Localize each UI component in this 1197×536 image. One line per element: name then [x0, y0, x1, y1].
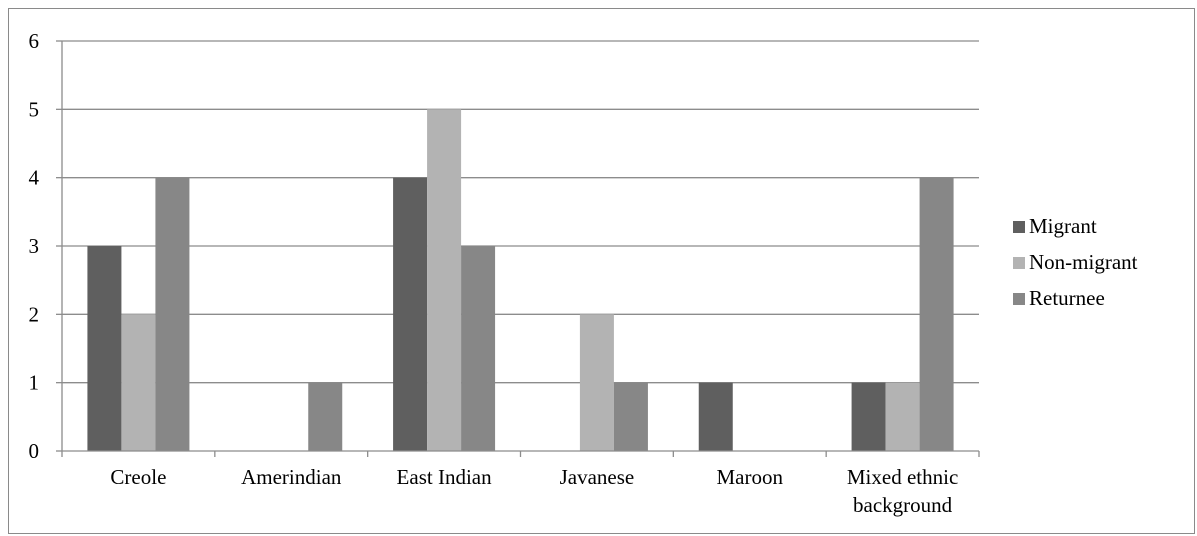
legend-label-non-migrant: Non-migrant [1029, 250, 1138, 274]
bar-migrant-5 [851, 382, 886, 451]
x-category-label: Mixed ethnic background [847, 465, 958, 517]
chart-frame: 0 1 2 3 4 5 6 Creole Amerindian East Indian Javan… [8, 8, 1195, 534]
y-tick-label-3: 3 [29, 234, 40, 258]
bar-returnee-1 [308, 382, 343, 451]
bar-non-migrant-0 [121, 314, 156, 451]
legend-swatch-migrant [1013, 221, 1025, 233]
y-tick-label-5: 5 [29, 97, 40, 121]
bar-returnee-3 [613, 382, 648, 451]
y-tick-label-6: 6 [29, 29, 40, 53]
legend-swatch-returnee [1013, 293, 1025, 305]
bar-migrant-4 [698, 382, 733, 451]
bar-returnee-5 [919, 177, 954, 451]
x-category-label: East Indian [397, 465, 493, 489]
x-category-label: Amerindian [241, 465, 342, 489]
bar-chart: 0 1 2 3 4 5 6 Creole Amerindian East Indian Javan… [29, 29, 1138, 517]
bar-non-migrant-5 [885, 382, 920, 451]
gridlines [62, 40, 979, 384]
legend-label-returnee: Returnee [1029, 286, 1105, 310]
bar-returnee-2 [461, 246, 496, 451]
x-category-label: Maroon [717, 465, 784, 489]
bar-returnee-0 [155, 177, 190, 451]
x-axis-labels: Creole Amerindian East Indian Javanese Maroo… [110, 465, 958, 517]
bar-non-migrant-3 [579, 314, 614, 451]
x-category-label: Creole [110, 465, 166, 489]
bar-migrant-0 [87, 246, 122, 451]
bar-migrant-2 [393, 177, 428, 451]
axes [56, 40, 980, 457]
x-category-label: Javanese [560, 465, 635, 489]
bars [87, 109, 954, 451]
legend-label-migrant: Migrant [1029, 214, 1097, 238]
y-tick-label-2: 2 [29, 302, 40, 326]
legend-swatch-non-migrant [1013, 257, 1025, 269]
bar-non-migrant-2 [427, 109, 462, 451]
legend: Migrant Non-migrant Returnee [1013, 214, 1138, 310]
y-tick-label-0: 0 [29, 439, 40, 463]
y-axis-ticks: 0 1 2 3 4 5 6 [29, 29, 40, 463]
y-tick-label-1: 1 [29, 371, 40, 395]
y-tick-label-4: 4 [29, 166, 40, 190]
